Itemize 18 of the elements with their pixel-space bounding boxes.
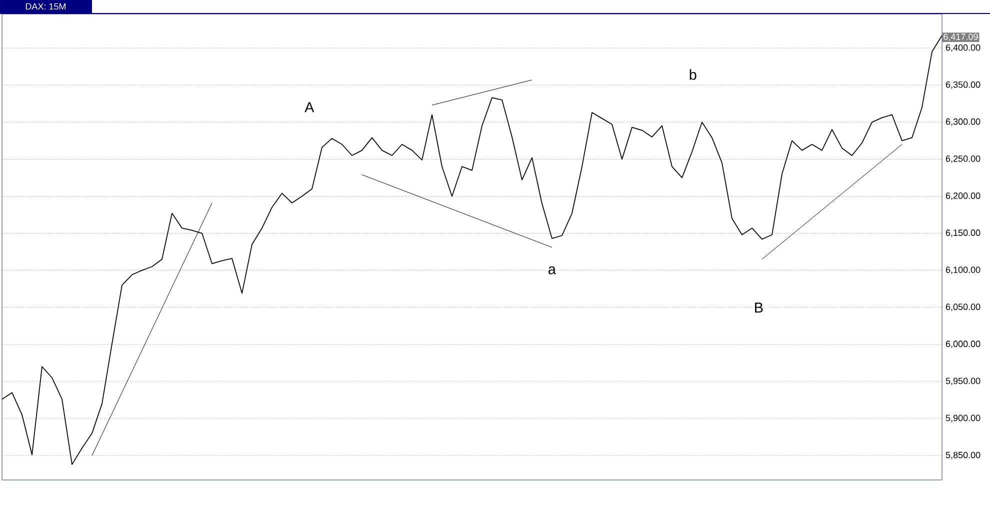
y-tick-label: 5,950.00 (946, 378, 980, 386)
annotation: B (755, 302, 763, 313)
annotation: a (548, 266, 556, 274)
annotation: b (690, 69, 696, 80)
y-tick-label: 6,250.00 (946, 155, 980, 163)
y-tick-label: 6,400.00 (946, 44, 980, 52)
y-tick-label: 6,350.00 (946, 81, 980, 89)
y-tick-label: 6,000.00 (946, 340, 980, 348)
chart-title: DAX: 15M (26, 3, 66, 10)
y-tick-label: 6,100.00 (946, 266, 980, 274)
text: 6,417.09 (944, 34, 978, 41)
y-tick-label: 5,850.00 (946, 452, 980, 460)
y-tick-label: 6,050.00 (946, 304, 980, 312)
y-tick-label: 6,200.00 (946, 192, 980, 200)
y-tick-label: 6,300.00 (946, 118, 980, 126)
y-tick-label: 6,150.00 (946, 230, 980, 237)
annotation: A (304, 102, 314, 112)
y-tick-label: 5,900.00 (946, 414, 980, 422)
